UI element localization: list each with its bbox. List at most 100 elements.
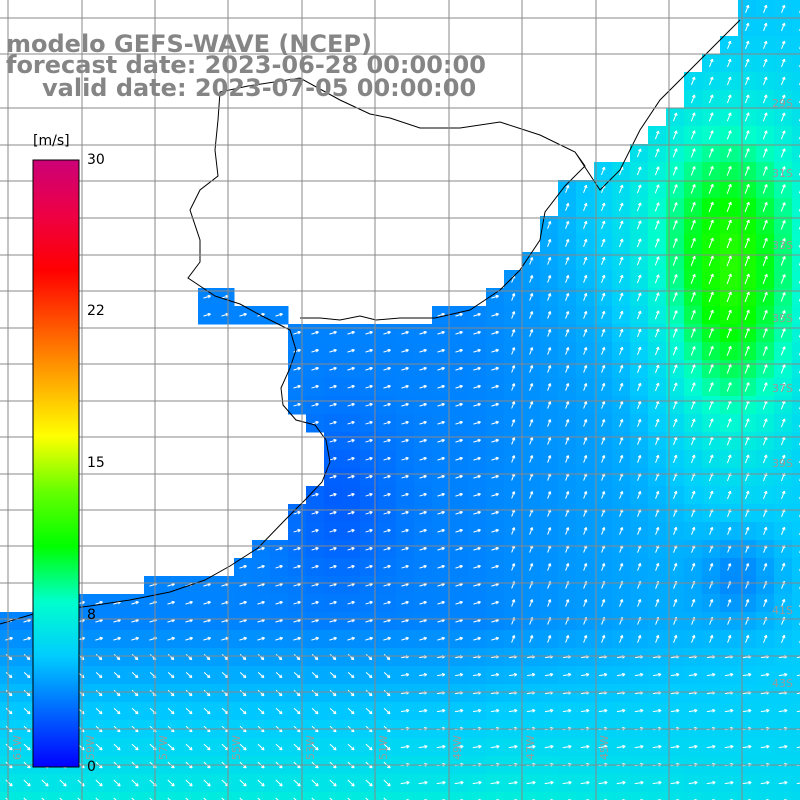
wind-vector: [726, 130, 732, 140]
wind-vector: [365, 474, 373, 479]
wind-vector: [726, 237, 732, 249]
longitude-label: 45W: [598, 735, 611, 760]
wind-vector: [383, 474, 391, 479]
wind-vector: [401, 348, 409, 353]
wind-vector: [670, 744, 680, 749]
wind-vector: [529, 635, 534, 643]
wind-vector: [760, 744, 770, 749]
wind-vector: [619, 382, 624, 391]
wind-vector: [511, 311, 516, 319]
wind-vector: [565, 419, 570, 427]
wind-vector: [619, 634, 624, 643]
wind-vector: [77, 797, 81, 800]
wind-vector: [365, 402, 373, 407]
wind-vector: [23, 654, 31, 661]
wind-vector: [616, 780, 626, 785]
wind-vector: [95, 779, 103, 787]
wind-vector: [329, 636, 337, 641]
wind-vector: [619, 454, 624, 463]
wind-vector: [565, 184, 570, 193]
wind-vector: [419, 600, 427, 605]
wind-vector: [760, 780, 770, 785]
wind-vector: [5, 654, 13, 661]
wind-vector: [257, 546, 265, 551]
wind-vector: [311, 330, 319, 335]
wind-vector: [185, 743, 193, 751]
wind-vector: [455, 564, 463, 569]
wind-vector: [311, 366, 319, 371]
wind-vector: [583, 220, 588, 229]
wind-vector: [727, 40, 732, 50]
wind-vector: [745, 634, 750, 643]
wind-vector: [383, 779, 391, 787]
wind-vector: [690, 112, 696, 122]
wind-vector: [601, 166, 606, 176]
wind-vector: [655, 598, 660, 607]
wind-vector: [672, 184, 678, 194]
wind-vector: [636, 274, 642, 284]
wind-vector: [654, 184, 660, 194]
wind-vector: [708, 183, 714, 194]
wind-vector: [347, 420, 355, 425]
wind-vector: [401, 366, 409, 371]
wind-vector: [311, 654, 319, 661]
wind-vector: [547, 527, 552, 535]
wind-vector: [203, 797, 207, 800]
wind-vector: [455, 546, 463, 551]
wind-vector: [347, 600, 355, 605]
longitude-label: 59W: [84, 735, 97, 760]
wind-vector: [365, 438, 373, 443]
wind-vector: [547, 419, 552, 427]
wind-vector: [472, 744, 482, 749]
wind-vector: [329, 707, 337, 715]
wind-vector: [691, 76, 696, 86]
wind-vector: [113, 797, 117, 800]
wind-vector: [744, 76, 750, 86]
wind-vector: [347, 546, 355, 551]
wind-vector: [547, 275, 552, 283]
wind-vector: [529, 293, 534, 301]
wind-vector: [744, 345, 750, 356]
wind-vector: [41, 797, 45, 800]
wind-vector: [780, 292, 786, 302]
wind-vector: [726, 327, 732, 338]
wind-vector: [672, 238, 678, 248]
wind-vector: [601, 634, 606, 643]
wind-vector: [619, 418, 624, 427]
wind-vector: [744, 183, 750, 194]
wind-vector: [744, 418, 750, 428]
wind-vector: [401, 672, 410, 677]
wind-vector: [780, 112, 786, 122]
wind-vector: [709, 526, 714, 535]
wind-vector: [529, 599, 534, 607]
wind-vector: [544, 708, 554, 713]
wind-vector: [634, 672, 644, 677]
wind-vector: [601, 238, 606, 248]
wind-vector: [762, 309, 768, 320]
wind-vector: [511, 527, 516, 535]
wind-vector: [780, 238, 786, 248]
wind-vector: [637, 418, 642, 427]
wind-vector: [619, 292, 624, 302]
wind-vector: [691, 598, 696, 607]
wind-vector: [655, 382, 660, 392]
wind-vector: [672, 274, 678, 284]
wind-vector: [744, 130, 750, 140]
wind-vector: [762, 273, 768, 284]
wind-vector: [293, 528, 301, 533]
wind-vector: [762, 255, 768, 266]
wind-vector: [185, 671, 193, 679]
wind-vector: [744, 273, 750, 285]
wind-vector: [529, 347, 534, 355]
wind-vector: [618, 220, 624, 230]
wind-vector: [565, 635, 570, 643]
wind-vector: [419, 528, 427, 533]
wind-vector: [383, 707, 391, 715]
wind-vector: [455, 528, 463, 533]
colorbar-tick-15: 15: [87, 455, 105, 471]
latitude-label: 33S: [772, 239, 793, 252]
wind-vector: [763, 4, 768, 13]
wind-vector: [239, 654, 247, 661]
wind-vector: [655, 634, 660, 643]
wind-vector: [708, 345, 714, 356]
